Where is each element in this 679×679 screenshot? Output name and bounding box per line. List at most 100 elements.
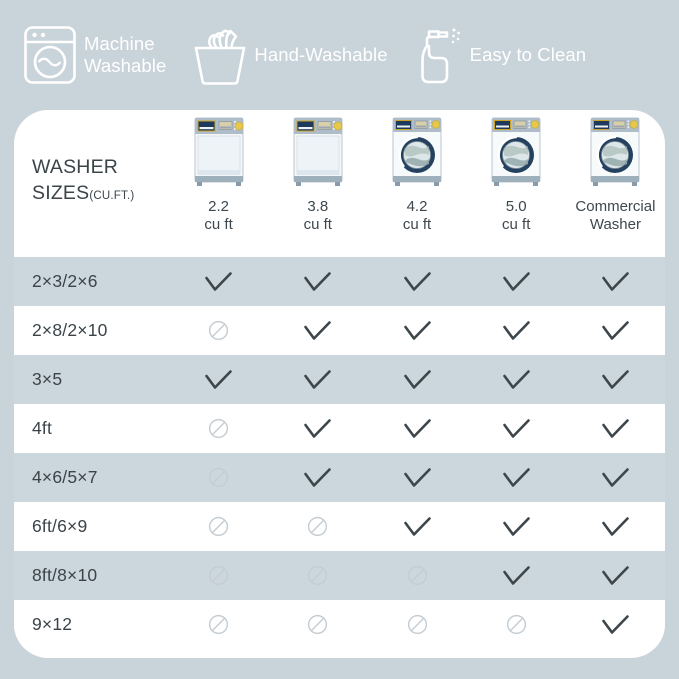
row-cells [169,404,665,453]
row-label: 4×6/5×7 [32,467,98,487]
matrix-cell [268,306,367,355]
check-icon [502,516,530,536]
not-allowed-icon [209,418,229,439]
hand-wash-basin-icon [192,24,248,86]
not-allowed-icon [308,614,328,635]
matrix-cell [169,257,268,306]
front-load-washer-icon [392,117,442,186]
corner-title-sub: (CU.FT.) [89,190,135,203]
corner-title: WASHER SIZES(CU.FT.) [32,154,187,207]
table-row: 8ft/8×10 [14,551,665,600]
matrix-cell [367,502,466,551]
check-icon [602,369,629,389]
matrix-cell [467,551,566,600]
matrix-cell [566,306,665,355]
column-header-label: 4.2 cu ft [402,198,432,233]
matrix-cell [367,355,466,404]
row-cells [169,502,665,551]
check-icon [502,467,530,487]
feature-banner: Machine Washable Hand-Washable [0,0,679,110]
row-cells [169,306,665,355]
row-cells [169,600,665,649]
column-header-label: 5.0 cu ft [502,198,531,233]
column-header: Commercial Washer [566,110,665,257]
row-label: 4ft [32,418,53,438]
table-header: WASHER SIZES(CU.FT.) [14,110,665,257]
feature-label: Easy to Clean [469,44,587,66]
compatibility-matrix: 2×3/2×6 2×8/2×10 3×5 4ft 4×6/5×7 6ft/6×9 8ft/8… [14,257,665,649]
table-row: 6ft/6×9 [14,502,665,551]
check-icon [403,271,431,291]
table-row: 2×3/2×6 [14,257,665,306]
check-icon [304,467,332,487]
front-load-washer-icon [590,117,640,186]
matrix-cell [566,453,665,502]
not-allowed-icon [209,320,229,341]
feature-hand-washable: Hand-Washable [192,24,388,86]
matrix-cell [169,502,268,551]
check-icon [304,369,332,389]
matrix-cell [268,404,367,453]
matrix-cell [467,502,566,551]
matrix-cell [467,453,566,502]
matrix-cell [268,453,367,502]
column-header: 2.2 cu ft [169,110,268,257]
check-icon [304,320,332,340]
column-header: 5.0 cu ft [467,110,566,257]
row-label: 3×5 [32,369,63,389]
not-allowed-icon [407,614,427,635]
matrix-cell [268,257,367,306]
check-icon [403,516,431,536]
check-icon [403,467,431,487]
table-row: 3×5 [14,355,665,404]
check-icon [403,369,431,389]
check-icon [403,418,431,438]
check-icon [602,614,629,634]
matrix-cell [169,600,268,649]
matrix-cell [169,306,268,355]
feature-label: Hand-Washable [254,44,388,66]
matrix-cell [169,551,268,600]
row-label: 2×8/2×10 [32,320,108,340]
matrix-cell [367,453,466,502]
column-header-label: Commercial Washer [575,198,656,233]
matrix-cell [268,355,367,404]
check-icon [502,271,530,291]
row-cells [169,551,665,600]
check-icon [205,369,232,389]
check-icon [602,418,629,438]
spray-bottle-icon [414,24,464,86]
check-icon [304,271,332,291]
check-icon [602,467,629,487]
check-icon [502,320,530,340]
row-label: 8ft/8×10 [32,565,98,585]
row-cells [169,355,665,404]
matrix-cell [566,551,665,600]
matrix-cell [367,600,466,649]
check-icon [205,271,232,291]
check-icon [602,320,629,340]
front-load-washer-icon [491,117,541,186]
table-row: 2×8/2×10 [14,306,665,355]
not-allowed-icon [209,467,229,488]
matrix-cell [268,502,367,551]
matrix-cell [566,257,665,306]
top-load-washer-icon [293,117,343,186]
matrix-cell [467,355,566,404]
matrix-cell [169,404,268,453]
not-allowed-icon [506,614,526,635]
check-icon [403,320,431,340]
row-label: 6ft/6×9 [32,516,88,536]
check-icon [602,271,629,291]
matrix-cell [169,453,268,502]
top-load-washer-icon [194,117,244,186]
washing-machine-icon [22,24,78,86]
column-header: 3.8 cu ft [268,110,367,257]
matrix-cell [367,306,466,355]
not-allowed-icon [407,565,427,586]
matrix-cell [467,600,566,649]
column-header-label: 2.2 cu ft [204,198,233,233]
not-allowed-icon [209,565,229,586]
not-allowed-icon [209,614,229,635]
matrix-cell [367,551,466,600]
